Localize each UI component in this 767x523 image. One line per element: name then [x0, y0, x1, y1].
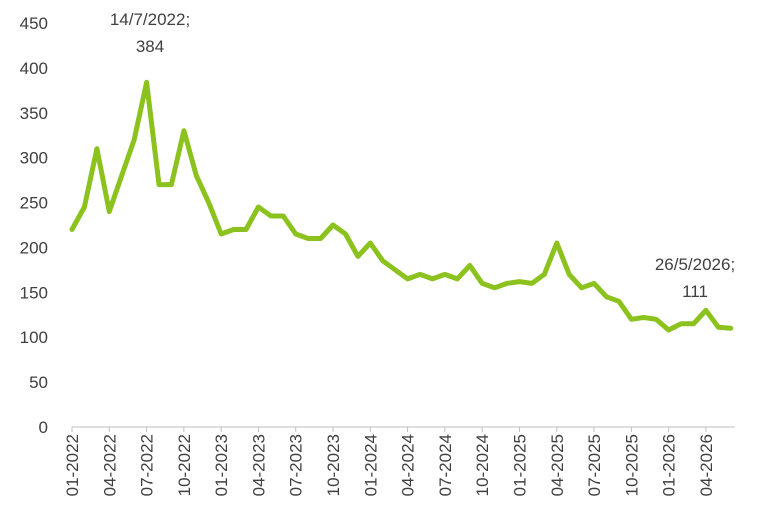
annotation: 14/7/2022; 384 26/5/2026; 111 — [110, 10, 735, 301]
x-tick-label: 04-2023 — [249, 434, 268, 496]
y-tick-label: 0 — [39, 418, 48, 437]
y-tick-label: 400 — [20, 59, 48, 78]
x-tick-label: 10-2023 — [324, 434, 343, 496]
x-tick-label: 04-2024 — [399, 434, 418, 496]
annotation-text: 111 — [682, 282, 708, 301]
x-tick-label: 04-2026 — [697, 434, 716, 496]
x-tick-label: 04-2022 — [100, 434, 119, 496]
y-tick-label: 250 — [20, 194, 48, 213]
x-tick-label: 04-2025 — [548, 434, 567, 496]
annotation-text: 384 — [136, 37, 164, 56]
annotation-text: 14/7/2022; — [110, 10, 190, 29]
y-tick-label: 100 — [20, 328, 48, 347]
y-tick-label: 300 — [20, 149, 48, 168]
y-tick-label: 50 — [29, 373, 48, 392]
y-tick-label: 150 — [20, 283, 48, 302]
y-tick-label: 450 — [20, 14, 48, 33]
x-tick-label: 10-2025 — [622, 434, 641, 496]
x-tick-label: 01-2022 — [63, 434, 82, 496]
x-tick-label: 10-2022 — [175, 434, 194, 496]
x-tick-label: 01-2026 — [660, 434, 679, 496]
annotation-text: 26/5/2026; — [655, 255, 735, 274]
x-tick-label: 07-2025 — [585, 434, 604, 496]
y-tick-label: 350 — [20, 104, 48, 123]
x-tick-label: 07-2022 — [138, 434, 157, 496]
y-tick-label: 200 — [20, 238, 48, 257]
x-tick-label: 01-2023 — [212, 434, 231, 496]
x-tick-label: 10-2024 — [473, 434, 492, 496]
line-series — [69, 79, 734, 333]
x-tick-label: 07-2024 — [436, 434, 455, 496]
x-tick-label: 01-2025 — [510, 434, 529, 496]
x-tick-label: 07-2023 — [287, 434, 306, 496]
x-tick-label: 01-2024 — [361, 434, 380, 496]
